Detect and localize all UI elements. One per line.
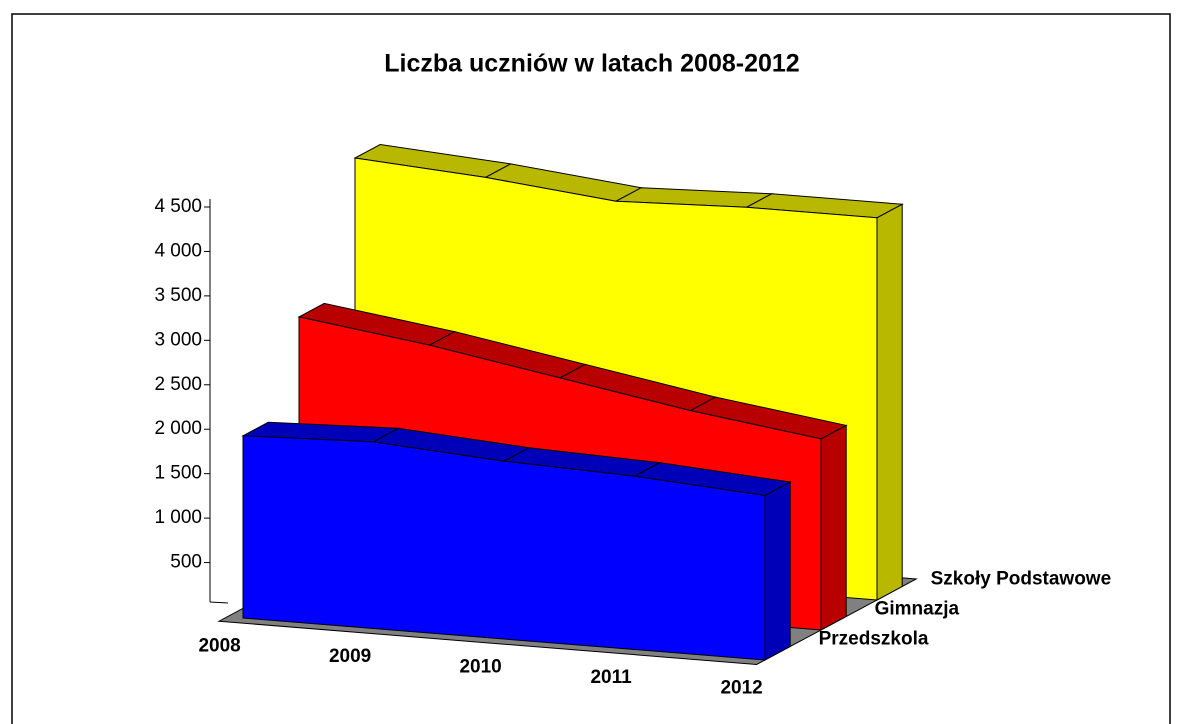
x-tick-label: 2009 <box>329 646 371 667</box>
x-tick-label: 2008 <box>198 636 240 657</box>
y-tick-label: 3 000 <box>154 329 202 350</box>
series-label: Przedszkola <box>819 629 929 650</box>
chart-title: Liczba uczniów w latach 2008-2012 <box>384 50 799 78</box>
x-tick-label: 2012 <box>720 678 762 699</box>
area-side <box>764 481 791 661</box>
series-label: Szkoły Podstawowe <box>931 569 1112 590</box>
y-tick-label: 4 500 <box>154 196 202 217</box>
area <box>242 435 766 661</box>
y-axis <box>209 601 229 604</box>
series-label: Gimnazja <box>875 599 960 620</box>
y-tick-label: 3 500 <box>154 285 202 306</box>
area-side <box>876 203 903 601</box>
y-tick-label: 2 000 <box>154 418 202 439</box>
x-tick-label: 2010 <box>459 657 501 678</box>
y-tick-label: 2 500 <box>154 374 202 395</box>
area-side <box>820 424 847 631</box>
y-tick-label: 4 000 <box>154 240 202 261</box>
y-tick-label: 1 000 <box>154 507 202 528</box>
y-tick-label: 1 500 <box>154 463 202 484</box>
x-tick-label: 2011 <box>590 667 632 688</box>
y-tick-label: 500 <box>170 552 202 573</box>
